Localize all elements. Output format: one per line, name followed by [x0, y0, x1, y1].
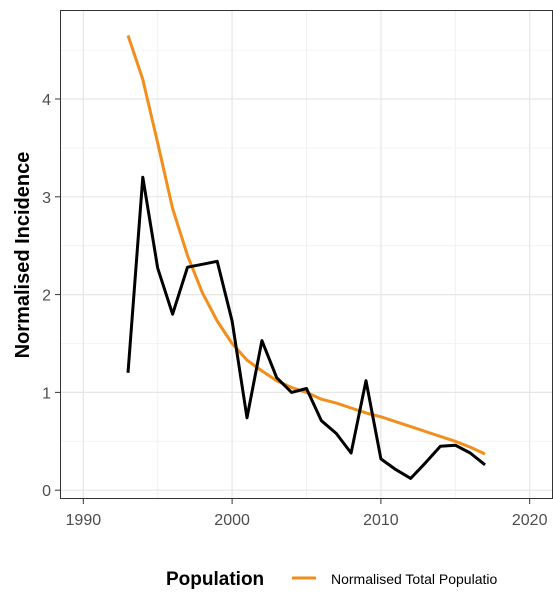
x-tick-label: 1990 — [66, 512, 102, 529]
x-tick-label: 2000 — [214, 512, 250, 529]
y-tick-label: 0 — [42, 483, 51, 500]
series-line-incidence — [126, 175, 486, 480]
legend-label: Normalised Total Populatio — [331, 571, 497, 587]
legend-title: Population — [166, 569, 264, 590]
grid-minor — [61, 11, 552, 498]
x-axis-ticks: 1990 2000 2010 2020 — [66, 499, 548, 529]
y-tick-label: 3 — [42, 190, 51, 207]
series-layer — [126, 34, 486, 480]
y-tick-label: 1 — [42, 385, 51, 402]
x-tick-label: 2010 — [363, 512, 399, 529]
x-tick-label: 2020 — [512, 512, 548, 529]
series-line-normalised-total-population — [126, 34, 486, 456]
y-tick-label: 4 — [42, 92, 51, 109]
legend: Population Normalised Total Populatio — [166, 569, 497, 590]
y-tick-label: 2 — [42, 288, 51, 305]
y-axis-ticks: 0 1 2 3 4 — [42, 92, 60, 500]
grid-major — [61, 11, 552, 498]
y-axis-title: Normalised Incidence — [12, 152, 34, 359]
